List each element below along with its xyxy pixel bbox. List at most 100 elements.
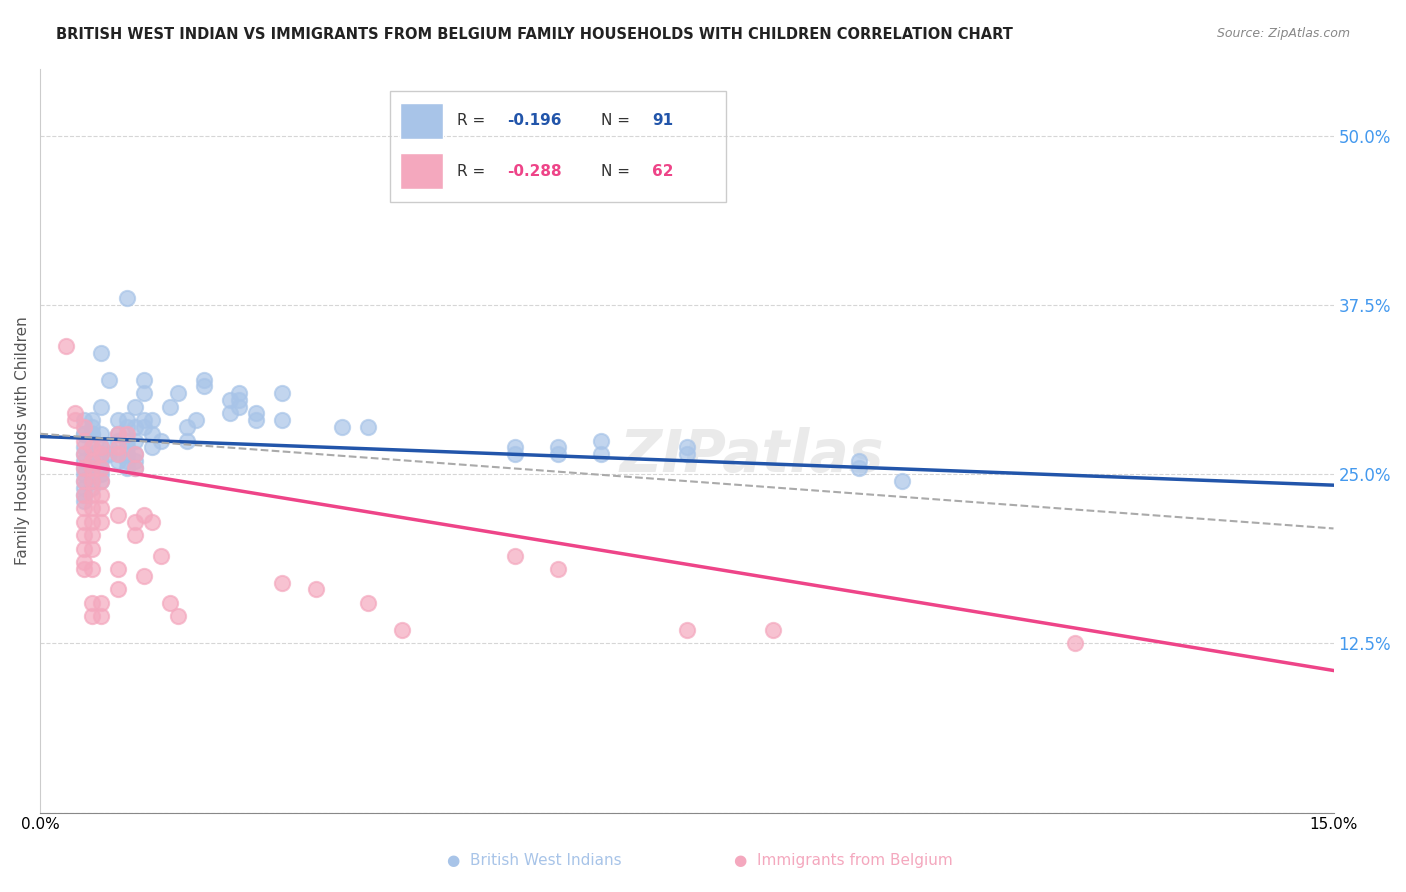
Point xyxy=(167,609,190,624)
Point xyxy=(115,454,138,468)
Point xyxy=(107,454,129,468)
Point xyxy=(589,447,612,461)
Point xyxy=(676,623,699,637)
Point xyxy=(82,460,104,475)
Point xyxy=(391,623,413,637)
Point xyxy=(115,413,138,427)
Point xyxy=(150,434,173,448)
Point xyxy=(107,413,129,427)
Point xyxy=(90,474,112,488)
Point xyxy=(305,582,328,597)
Point xyxy=(98,447,121,461)
Point xyxy=(124,400,146,414)
Point xyxy=(63,407,86,421)
Point xyxy=(107,447,129,461)
Point xyxy=(503,447,526,461)
Point xyxy=(72,562,94,576)
Point xyxy=(90,345,112,359)
Point xyxy=(90,488,112,502)
Point xyxy=(270,575,292,590)
Point xyxy=(228,400,250,414)
Point xyxy=(107,426,129,441)
Point xyxy=(82,501,104,516)
Point xyxy=(228,386,250,401)
Point xyxy=(72,447,94,461)
Point xyxy=(90,440,112,454)
Point xyxy=(132,373,155,387)
Point xyxy=(72,467,94,482)
Point xyxy=(115,420,138,434)
Point xyxy=(124,447,146,461)
Point xyxy=(115,292,138,306)
Point xyxy=(219,392,242,407)
Point xyxy=(132,420,155,434)
Point xyxy=(72,440,94,454)
Point xyxy=(90,474,112,488)
Point xyxy=(63,413,86,427)
Point xyxy=(184,413,207,427)
Point xyxy=(72,454,94,468)
Point xyxy=(124,460,146,475)
Point xyxy=(1064,636,1087,650)
Point xyxy=(357,420,380,434)
Point xyxy=(72,426,94,441)
Text: ●  British West Indians: ● British West Indians xyxy=(447,854,621,868)
Point xyxy=(141,440,163,454)
Point xyxy=(848,460,870,475)
Point xyxy=(245,413,267,427)
Point xyxy=(167,386,190,401)
Point xyxy=(90,460,112,475)
Point xyxy=(141,426,163,441)
Point xyxy=(72,447,94,461)
Point xyxy=(115,447,138,461)
Point xyxy=(503,549,526,563)
Point xyxy=(676,440,699,454)
Point xyxy=(72,481,94,495)
Point xyxy=(124,420,146,434)
Point xyxy=(82,413,104,427)
Point xyxy=(82,420,104,434)
Point xyxy=(357,596,380,610)
Point xyxy=(82,454,104,468)
Point xyxy=(72,555,94,569)
Y-axis label: Family Households with Children: Family Households with Children xyxy=(15,316,30,565)
Point xyxy=(132,413,155,427)
Point xyxy=(82,609,104,624)
Point xyxy=(503,440,526,454)
Point xyxy=(82,460,104,475)
Point xyxy=(330,420,353,434)
Point xyxy=(72,474,94,488)
Point xyxy=(124,454,146,468)
Point xyxy=(124,515,146,529)
Point xyxy=(72,420,94,434)
Point xyxy=(107,582,129,597)
Point xyxy=(891,474,914,488)
Point xyxy=(82,426,104,441)
Point xyxy=(82,440,104,454)
Point xyxy=(115,426,138,441)
Point xyxy=(82,474,104,488)
Point xyxy=(98,440,121,454)
Point xyxy=(90,454,112,468)
Point xyxy=(124,460,146,475)
Point xyxy=(90,426,112,441)
Point xyxy=(90,501,112,516)
Point xyxy=(589,434,612,448)
Point xyxy=(82,488,104,502)
Point xyxy=(72,494,94,508)
Point xyxy=(132,508,155,522)
Point xyxy=(176,434,198,448)
Point xyxy=(132,386,155,401)
Point xyxy=(72,460,94,475)
Point xyxy=(245,407,267,421)
Point xyxy=(72,426,94,441)
Point xyxy=(107,508,129,522)
Point xyxy=(547,562,569,576)
Point xyxy=(90,596,112,610)
Point xyxy=(72,434,94,448)
Point xyxy=(159,596,181,610)
Point xyxy=(547,440,569,454)
Point xyxy=(82,528,104,542)
Point xyxy=(547,447,569,461)
Point xyxy=(72,541,94,556)
